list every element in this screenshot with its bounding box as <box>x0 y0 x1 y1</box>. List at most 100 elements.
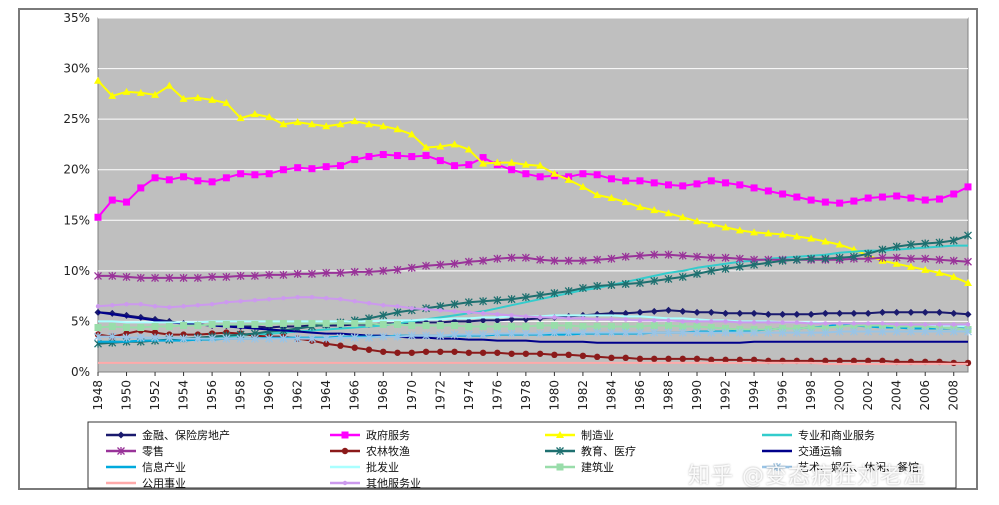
data-point <box>608 354 615 362</box>
x-tick-label: 1986 <box>633 380 647 411</box>
y-tick-label: 5% <box>71 314 90 328</box>
data-point <box>122 87 131 95</box>
data-point <box>565 351 572 359</box>
data-point <box>279 334 288 343</box>
data-point <box>836 322 844 330</box>
data-point <box>737 320 743 325</box>
data-point <box>664 209 673 217</box>
data-point <box>236 334 245 343</box>
legend-entry: 零售 <box>106 444 164 458</box>
data-point <box>436 260 445 269</box>
data-point <box>407 331 416 340</box>
data-point <box>593 171 601 179</box>
data-point <box>964 183 972 191</box>
data-point <box>479 330 488 339</box>
data-point <box>935 238 944 247</box>
data-point <box>949 272 958 280</box>
data-point <box>508 322 516 330</box>
data-point <box>493 254 502 263</box>
data-point <box>807 254 816 263</box>
data-point <box>422 152 430 160</box>
data-point <box>906 240 915 249</box>
data-point <box>593 282 602 291</box>
data-point <box>821 237 830 245</box>
data-point <box>578 256 587 265</box>
data-point <box>950 359 957 367</box>
data-point <box>522 322 530 330</box>
x-tick-label: 1962 <box>291 380 305 411</box>
data-point <box>807 234 816 242</box>
data-point <box>664 250 673 259</box>
data-point <box>350 117 359 125</box>
x-tick-label: 1964 <box>319 380 333 411</box>
data-point <box>181 304 186 309</box>
data-point <box>937 322 942 327</box>
data-point <box>209 302 215 307</box>
data-point <box>823 321 828 326</box>
data-point <box>693 269 701 278</box>
x-tick-label: 2006 <box>918 380 932 411</box>
data-point <box>252 297 258 303</box>
data-point <box>850 357 858 365</box>
data-point <box>350 267 359 276</box>
legend-entry: 专业和商业服务 <box>762 428 875 442</box>
data-point <box>894 322 899 327</box>
data-point <box>950 190 958 198</box>
data-point <box>707 328 716 337</box>
data-point <box>480 311 486 316</box>
data-point <box>792 232 801 240</box>
data-point <box>379 332 388 341</box>
data-point <box>921 254 930 263</box>
data-point <box>151 333 160 342</box>
data-point <box>821 309 829 317</box>
data-point <box>664 181 672 189</box>
data-point <box>636 278 644 287</box>
data-point <box>579 322 587 330</box>
data-point <box>450 259 459 268</box>
legend-entry: 农林牧渔 <box>330 444 410 458</box>
data-point <box>750 260 759 269</box>
data-point <box>436 157 444 165</box>
data-point <box>621 252 630 261</box>
data-point <box>265 170 273 178</box>
data-point <box>436 331 445 340</box>
data-point <box>379 311 388 320</box>
data-point <box>522 350 530 357</box>
data-point <box>679 182 687 190</box>
data-point <box>878 245 887 254</box>
data-point <box>578 328 587 337</box>
data-point <box>964 359 972 367</box>
data-point <box>764 187 772 195</box>
data-point <box>222 334 231 343</box>
data-point <box>123 323 131 331</box>
data-point <box>808 321 814 326</box>
data-point <box>110 303 115 308</box>
data-point <box>621 198 630 206</box>
x-tick-label: 1952 <box>148 380 162 411</box>
data-point <box>479 256 488 265</box>
data-point <box>507 253 516 262</box>
data-point <box>479 316 487 324</box>
data-point <box>222 174 230 182</box>
data-point <box>536 173 544 181</box>
data-point <box>636 355 644 363</box>
data-point <box>351 344 358 351</box>
data-point <box>394 349 401 356</box>
data-point <box>451 321 459 329</box>
data-point <box>650 179 658 187</box>
data-point <box>395 304 400 309</box>
data-point <box>379 151 387 159</box>
data-point <box>208 272 217 281</box>
x-tick-label: 1994 <box>747 380 761 411</box>
data-point <box>793 193 801 201</box>
data-point <box>778 328 787 337</box>
data-point <box>436 321 444 329</box>
data-point <box>379 122 388 130</box>
data-point <box>365 319 373 327</box>
data-point <box>707 308 715 316</box>
data-point <box>779 310 787 318</box>
data-point <box>622 177 630 185</box>
data-point <box>422 331 430 340</box>
data-point <box>279 120 288 128</box>
